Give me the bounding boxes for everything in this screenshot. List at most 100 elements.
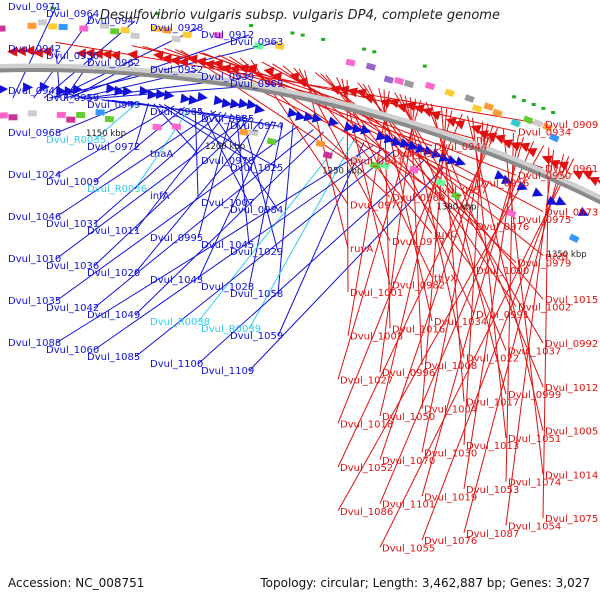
outer-tick-mark (531, 103, 536, 106)
forward-gene-label: Dvul_1049 (87, 310, 140, 321)
forward-gene-label: Dvul_0928 (150, 23, 203, 34)
right-leader-line (421, 156, 570, 541)
forward-gene-arrow (423, 145, 435, 155)
forward-gene-label: Dvul_0971 (8, 2, 61, 13)
right-leader-line (472, 117, 507, 438)
left-leader-line (93, 129, 314, 309)
reverse-gene-arrow (329, 85, 341, 95)
left-leader-line (134, 112, 227, 232)
reverse-gene-arrow (161, 54, 172, 64)
forward-gene-label: Dvul_0962 (87, 58, 140, 69)
reverse-gene-arrow (101, 49, 112, 60)
reverse-gene-label: Dvul_1054 (508, 522, 561, 533)
forward-gene-arrow (0, 84, 9, 95)
reverse-gene-label: Dvul_1101 (382, 500, 435, 511)
outer-feature-block (37, 19, 47, 26)
forward-gene-label: Dvul_1058 (230, 289, 283, 300)
inner-feature-block (27, 110, 37, 117)
outer-tick-mark (551, 111, 556, 114)
reverse-gene-arrow (212, 59, 224, 70)
outer-tick-mark (155, 12, 160, 16)
forward-gene-arrow (399, 138, 411, 148)
right-leader-line (421, 123, 489, 453)
reverse-gene-label: Dvul_1001 (350, 288, 403, 299)
forward-gene-label: Dvul_0972 (87, 142, 140, 153)
outer-tick-mark (521, 99, 526, 103)
reverse-gene-label: Dvul_0982 (392, 281, 445, 292)
reverse-gene-arrow (388, 98, 400, 109)
left-leader-line (55, 101, 133, 134)
reverse-gene-label: Dvul_0999 (508, 390, 561, 401)
reverse-gene-arrow (429, 110, 441, 121)
reverse-gene-label: ndk (476, 135, 495, 146)
inner-feature-block (152, 123, 162, 131)
forward-gene-arrow (415, 143, 427, 153)
genome-backbone (0, 68, 600, 205)
forward-gene-arrow (39, 81, 50, 92)
forward-gene-label: Dvul_1036 (46, 261, 99, 272)
left-leader-line (93, 111, 222, 225)
inner-feature-block (56, 111, 66, 119)
reverse-gene-arrow (549, 160, 561, 170)
reverse-gene-label: Dvul_1000 (476, 266, 529, 277)
reverse-gene-label: Dvul_0961 (545, 164, 598, 175)
kbp-label: 1200 kbp (205, 142, 245, 152)
kbp-label: 1300 kbp (436, 203, 476, 213)
forward-gene-label: Dvul_R0036 (87, 184, 147, 195)
outer-feature-block (424, 81, 436, 91)
forward-gene-arrow (360, 124, 372, 135)
forward-gene-arrow (106, 83, 117, 94)
forward-gene-label: Dvul_0939 (201, 72, 254, 83)
outer-tick-mark (541, 106, 546, 110)
left-leader-line (93, 97, 97, 100)
reverse-gene-arrow (454, 120, 466, 130)
forward-gene-label: Dvul_0995 (150, 233, 203, 244)
outer-tick-mark (50, 6, 55, 10)
forward-gene-label: Dvul_0949 (87, 100, 140, 111)
reverse-gene-label: Dvul_1013 (466, 441, 519, 452)
reverse-gene-arrow (84, 48, 95, 59)
reverse-gene-arrow (109, 50, 121, 61)
forward-gene-label: Dvul_1025 (230, 163, 283, 174)
outer-feature-block (522, 115, 534, 125)
reverse-gene-label: Dvul_1055 (382, 543, 435, 554)
forward-gene-arrow (343, 121, 355, 132)
reverse-gene-label: Dvul_1030 (424, 449, 477, 460)
reverse-gene-label: Dvul_0934 (518, 127, 571, 138)
reverse-gene-label: Dvul_1075 (545, 514, 598, 525)
left-leader-line (236, 114, 250, 246)
forward-gene-arrow (383, 133, 395, 144)
outer-tick-mark (362, 47, 367, 51)
reverse-gene-arrow (445, 117, 457, 128)
forward-gene-label: Dvul_0964 (46, 9, 99, 20)
left-leader-line (197, 120, 273, 281)
outer-feature-block (394, 76, 405, 86)
reverse-gene-arrow (405, 101, 417, 112)
forward-gene-label: Dvul_R0038 (150, 317, 210, 328)
reverse-gene-label: thyX (434, 273, 457, 284)
inner-feature-block (248, 128, 259, 137)
reverse-gene-label: Dvul_1027 (340, 376, 393, 387)
outer-tick-mark (300, 33, 305, 37)
forward-gene-label: Dvul_0912 (201, 30, 254, 41)
forward-gene-arrow (139, 85, 150, 96)
outer-feature-block (492, 108, 503, 118)
forward-gene-label: Dvul_1035 (8, 296, 61, 307)
left-leader-line (64, 34, 250, 99)
forward-gene-label: Dvul_1007 (201, 198, 254, 209)
forward-gene-arrow (555, 196, 567, 206)
forward-gene-arrow (446, 154, 458, 165)
reverse-gene-arrow (15, 46, 26, 57)
outer-feature-block (120, 26, 130, 34)
forward-gene-label: Dvul_0978 (201, 156, 254, 167)
left-leader-line (55, 110, 217, 218)
right-leader-line (379, 125, 494, 460)
forward-gene-label: Dvul_0943 (8, 86, 61, 97)
reverse-gene-label: Dvul_0976 (476, 222, 529, 233)
reverse-gene-arrow (237, 63, 249, 74)
reverse-gene-label: Dvul_0909 (545, 120, 598, 131)
forward-gene-label: Dvul_0969 (230, 79, 283, 90)
forward-gene-label: Dvul_0930 (46, 51, 99, 62)
reverse-gene-arrow (347, 87, 359, 98)
